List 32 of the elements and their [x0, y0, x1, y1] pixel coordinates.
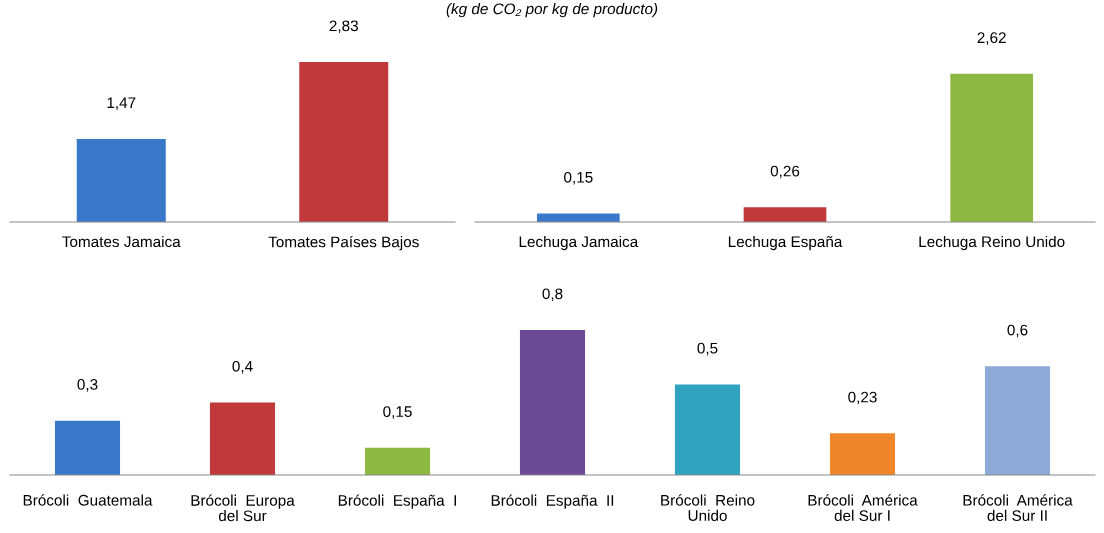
data-label: 0,15 — [564, 171, 593, 185]
x-tick-label: Lechuga Jamaica — [519, 235, 639, 251]
data-label: 2,83 — [329, 20, 358, 34]
data-label: 0,15 — [383, 406, 412, 419]
bar — [54, 420, 121, 475]
data-label: 0,6 — [1007, 324, 1028, 338]
data-label: 2,62 — [977, 32, 1006, 45]
x-tick-label: Brócoli Reino Unido — [661, 494, 755, 522]
x-tick-label: Lechuga España — [728, 235, 843, 251]
text: (kg de CO₂ por kg de producto) — [446, 3, 658, 18]
bar — [519, 330, 586, 475]
data-label: 0,8 — [542, 288, 563, 302]
bar — [984, 366, 1051, 475]
data-label: 0,4 — [232, 360, 253, 374]
data-label: 0,5 — [697, 342, 718, 356]
x-tick-label: Brócoli América del Sur I — [808, 494, 918, 522]
bar — [829, 433, 896, 475]
data-label: 1,47 — [107, 97, 136, 110]
x-tick-label: Brócoli España II — [491, 494, 614, 509]
x-tick-label: Tomates Jamaica — [62, 235, 181, 248]
x-tick-label: Brócoli América del Sur II — [963, 494, 1073, 522]
x-tick-label: Brócoli Guatemala — [23, 494, 153, 506]
x-tick-label: Brócoli Europa del Sur — [191, 494, 295, 522]
data-label: 0,26 — [770, 165, 800, 179]
bar — [674, 384, 741, 475]
bar — [364, 447, 431, 475]
data-label: 0,3 — [77, 379, 98, 392]
x-tick-label: Brócoli España I — [338, 494, 456, 509]
x-tick-label: Tomates Países Bajos — [268, 235, 419, 251]
data-label: 0,23 — [848, 391, 877, 405]
x-tick-label: Lechuga Reino Unido — [919, 235, 1065, 251]
bar — [209, 402, 276, 475]
